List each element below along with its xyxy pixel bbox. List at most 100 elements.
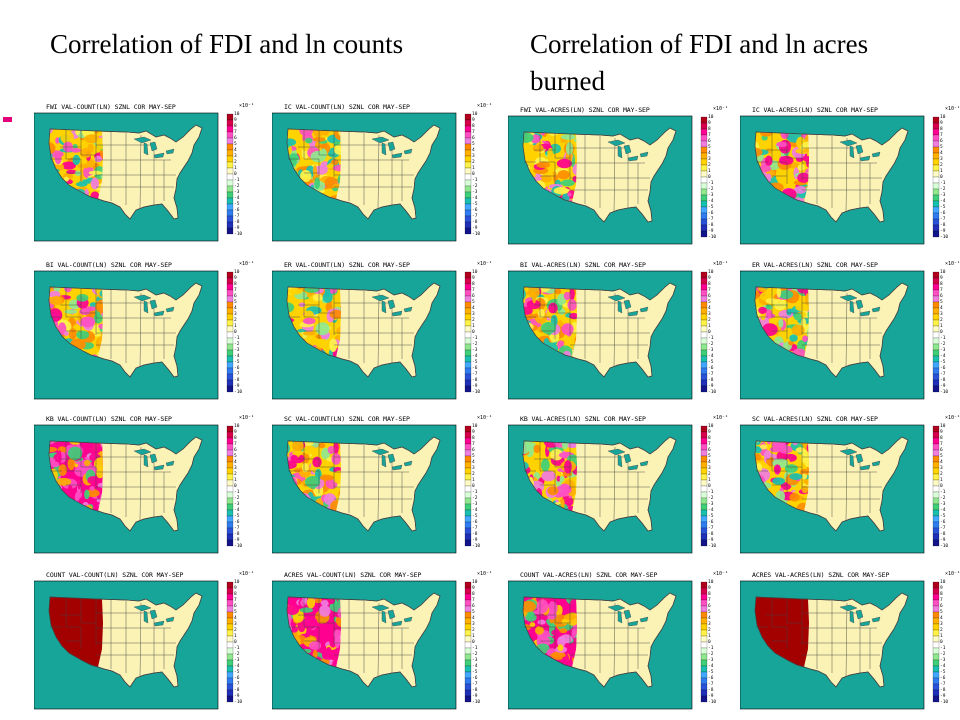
colorbar-tick-label: 1 — [940, 633, 943, 639]
colorbar-tick-label: -7 — [472, 371, 478, 377]
colorbar-scale-label: ×10⁻¹ — [712, 571, 728, 577]
colorbar-tick-label: 4 — [940, 150, 943, 156]
colorbar-tick-label: 2 — [234, 627, 237, 633]
colorbar-tick-label: -5 — [234, 513, 240, 519]
colorbar-tick-label: -10 — [708, 389, 717, 395]
map-panel-acres-fwi: FWI VAL-ACRES(LN) SZNL COR MAY-SEP ×10⁻¹ 1… — [508, 103, 728, 251]
colorbar-tick-label: 10 — [472, 423, 478, 429]
colorbar-tick-label: 8 — [234, 435, 237, 441]
colorbar-tick-label: 8 — [940, 126, 943, 132]
map-svg — [34, 112, 234, 242]
panel-title: IC VAL-ACRES(LN) SZNL COR MAY-SEP — [752, 106, 878, 114]
colorbar-tick-label: 0 — [234, 329, 237, 335]
map-svg — [508, 424, 708, 554]
colorbar-tick-label: 5 — [708, 299, 711, 305]
colorbar-tick-label: -4 — [234, 195, 240, 201]
colorbar-tick-label: -4 — [940, 663, 946, 669]
colorbar-tick-label: -3 — [708, 501, 714, 507]
colorbar-tick-label: -4 — [472, 353, 478, 359]
colorbar-tick-label: 8 — [708, 435, 711, 441]
colorbar-tick-label: 0 — [234, 483, 237, 489]
colorbar-tick-label: 10 — [940, 579, 946, 585]
colorbar-tick-label: -3 — [234, 657, 240, 663]
colorbar-tick-label: 9 — [940, 585, 943, 591]
colorbar-tick-label: 5 — [234, 141, 237, 147]
colorbar-tick-label: -7 — [472, 213, 478, 219]
colorbar-tick-label: -1 — [708, 489, 714, 495]
colorbar-tick-label: 2 — [708, 471, 711, 477]
colorbar-tick-label: 9 — [708, 275, 711, 281]
colorbar-tick-label: -1 — [234, 489, 240, 495]
panel-title: KB VAL-COUNT(LN) SZNL COR MAY-SEP — [46, 415, 172, 423]
colorbar-tick-label: 0 — [708, 483, 711, 489]
colorbar-tick-label: 9 — [472, 585, 475, 591]
colorbar-tick-label: 8 — [940, 591, 943, 597]
colorbar-tick-label: 9 — [472, 117, 475, 123]
colorbar-tick-label: -8 — [472, 531, 478, 537]
colorbar-tick-label: -2 — [708, 341, 714, 347]
colorbar-tick-label: 9 — [940, 275, 943, 281]
colorbar-tick-label: 3 — [940, 621, 943, 627]
colorbar-scale-label: ×10⁻¹ — [712, 415, 728, 421]
colorbar-tick-label: 5 — [234, 453, 237, 459]
colorbar-tick-label: -7 — [940, 216, 946, 222]
colorbar-tick-label: -1 — [708, 180, 714, 186]
colorbar-tick-label: -1 — [940, 489, 946, 495]
colorbar-tick-label: -10 — [472, 231, 481, 237]
map-panel-acres-count: COUNT VAL-ACRES(LN) SZNL COR MAY-SEP ×10⁻… — [508, 568, 728, 716]
colorbar-tick-label: 10 — [940, 423, 946, 429]
colorbar-tick-label: -4 — [940, 507, 946, 513]
map-panel-count-count: COUNT VAL-COUNT(LN) SZNL COR MAY-SEP ×10⁻… — [34, 568, 254, 716]
colorbar-tick-label: 3 — [940, 311, 943, 317]
colorbar-tick-label: 4 — [234, 305, 237, 311]
colorbar-tick-label: -7 — [940, 681, 946, 687]
colorbar-tick-label: -5 — [472, 359, 478, 365]
colorbar-tick-label: -6 — [940, 675, 946, 681]
colorbar-tick-label: -1 — [472, 177, 478, 183]
colorbar-tick-label: 2 — [940, 471, 943, 477]
colorbar-tick-label: -2 — [234, 495, 240, 501]
colorbar-tick-label: 0 — [472, 171, 475, 177]
colorbar-tick-label: -4 — [940, 198, 946, 204]
colorbar-tick-label: -10 — [708, 699, 717, 705]
colorbar-tick-label: -10 — [940, 699, 949, 705]
colorbar-tick-label: 2 — [708, 317, 711, 323]
colorbar-tick-label: -8 — [940, 687, 946, 693]
colorbar-scale-label: ×10⁻¹ — [712, 106, 728, 112]
colorbar-tick-label: 3 — [708, 465, 711, 471]
map-panel-acres-er: ER VAL-ACRES(LN) SZNL COR MAY-SEP ×10⁻¹ 10… — [740, 258, 960, 406]
colorbar-tick-label: 9 — [708, 429, 711, 435]
colorbar-tick-label: -10 — [472, 389, 481, 395]
colorbar-tick-label: 3 — [940, 465, 943, 471]
panel-title: IC VAL-COUNT(LN) SZNL COR MAY-SEP — [284, 103, 410, 111]
colorbar-tick-label: -2 — [940, 495, 946, 501]
colorbar-tick-label: -10 — [234, 543, 243, 549]
map-panel-acres-sc: SC VAL-ACRES(LN) SZNL COR MAY-SEP ×10⁻¹ 10… — [740, 412, 960, 560]
colorbar-tick-label: 4 — [472, 459, 475, 465]
colorbar-tick-label: 4 — [708, 459, 711, 465]
colorbar-scale-label: ×10⁻¹ — [238, 103, 254, 109]
colorbar-tick-label: -9 — [472, 693, 478, 699]
colorbar-tick-label: 9 — [940, 429, 943, 435]
map-svg — [740, 115, 940, 245]
colorbar-tick-label: 5 — [234, 299, 237, 305]
colorbar-tick-label: 0 — [472, 329, 475, 335]
panel-title: SC VAL-ACRES(LN) SZNL COR MAY-SEP — [752, 415, 878, 423]
colorbar-tick-label: 2 — [940, 627, 943, 633]
panel-title: COUNT VAL-ACRES(LN) SZNL COR MAY-SEP — [520, 571, 658, 579]
colorbar-tick-label: -4 — [708, 663, 714, 669]
colorbar-tick-label: -6 — [472, 675, 478, 681]
map-svg — [272, 270, 472, 400]
colorbar-tick-label: -10 — [940, 543, 949, 549]
colorbar-tick-label: -2 — [234, 651, 240, 657]
colorbar-tick-label: 2 — [472, 471, 475, 477]
panel-title: COUNT VAL-COUNT(LN) SZNL COR MAY-SEP — [46, 571, 184, 579]
colorbar-tick-label: -10 — [472, 543, 481, 549]
colorbar-tick-label: 5 — [234, 609, 237, 615]
map-panel-acres-acres: ACRES VAL-ACRES(LN) SZNL COR MAY-SEP ×10⁻… — [740, 568, 960, 716]
colorbar-tick-label: 3 — [940, 156, 943, 162]
colorbar-tick-label: -6 — [708, 210, 714, 216]
map-svg — [740, 424, 940, 554]
colorbar-tick-label: 7 — [940, 441, 943, 447]
map-svg — [34, 270, 234, 400]
